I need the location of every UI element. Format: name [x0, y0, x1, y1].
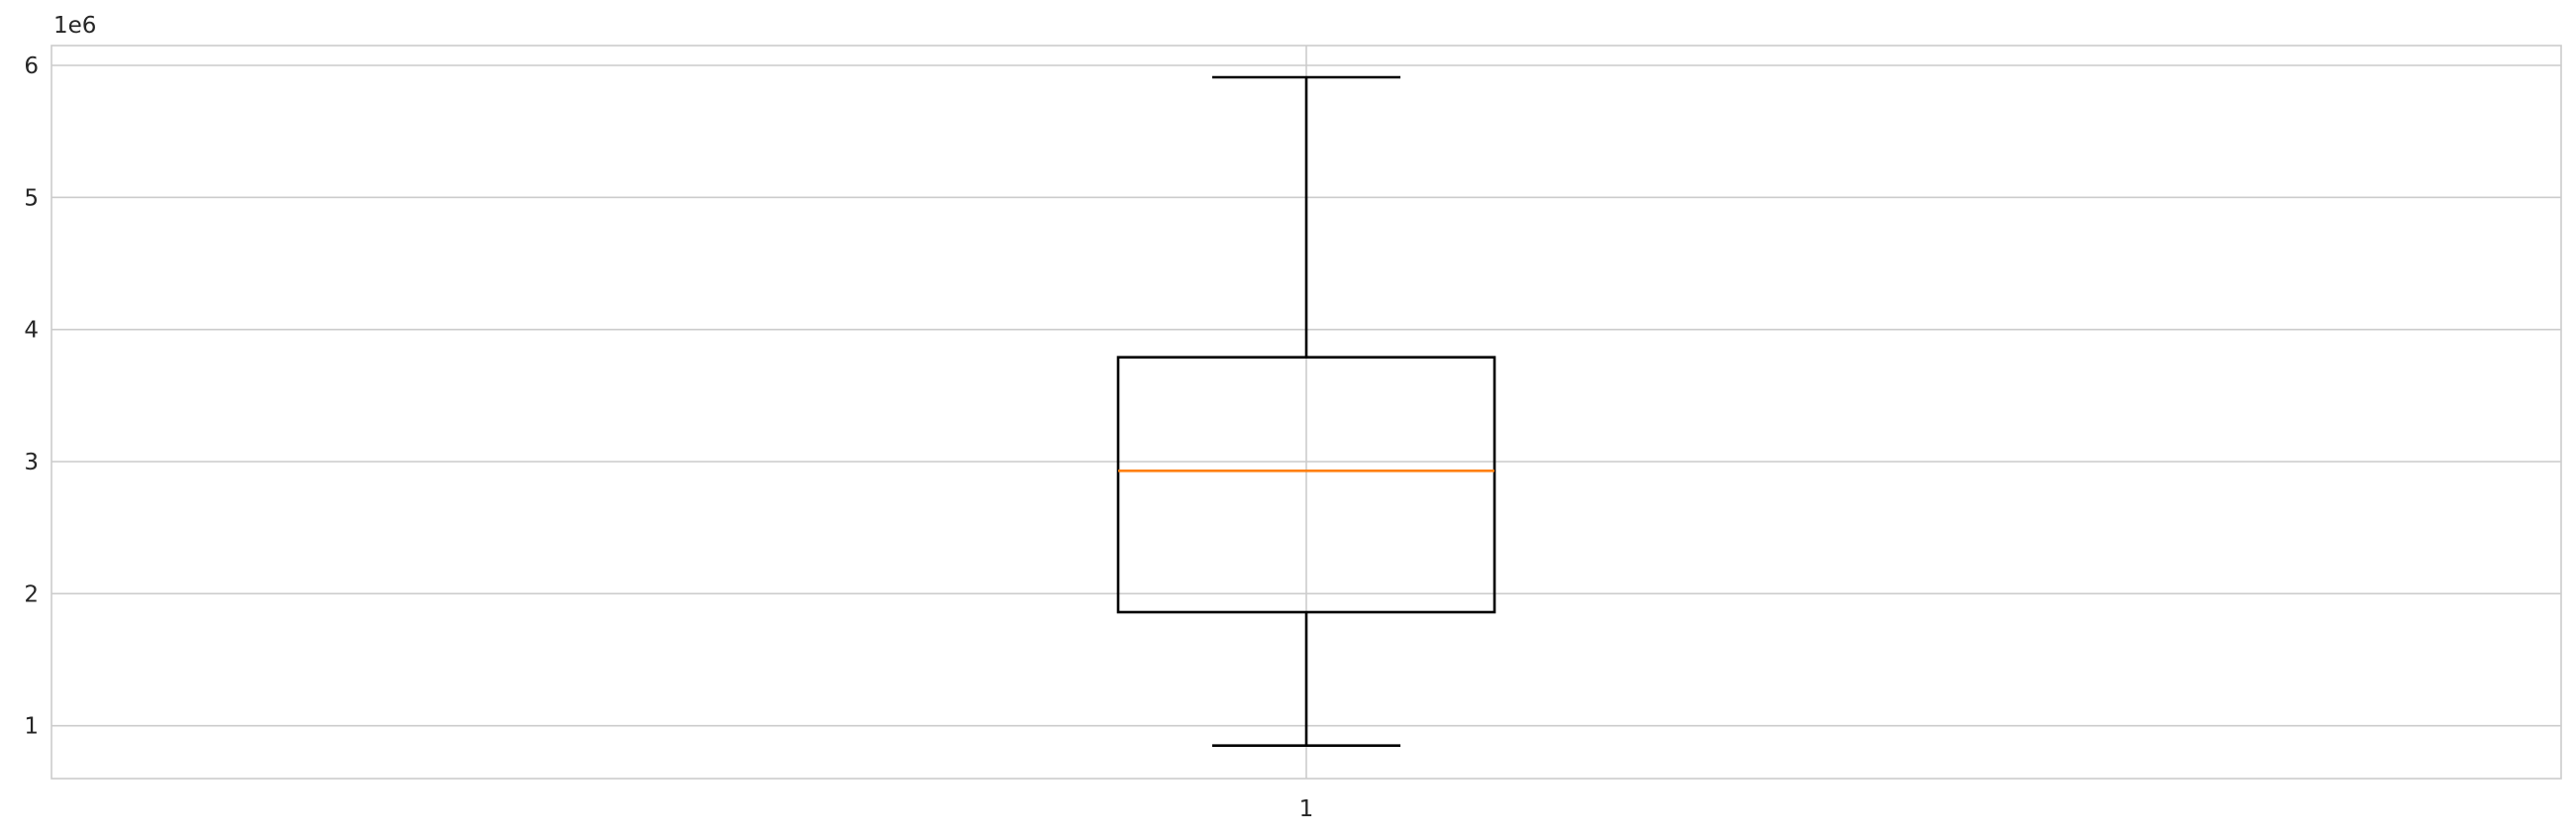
plot-frame	[51, 45, 2562, 780]
tick-labels: 1 2 3 4 5 6 1	[24, 53, 1313, 822]
x-tick-label-1: 1	[1299, 796, 1314, 822]
y-axis-offset-label: 1e6	[53, 13, 96, 39]
y-tick-label-5: 5	[24, 185, 39, 211]
box-layer	[1116, 75, 1496, 747]
y-tick-label-4: 4	[24, 318, 39, 344]
y-tick-label-3: 3	[24, 450, 39, 475]
y-tick-label-2: 2	[24, 581, 39, 607]
y-tick-label-1: 1	[24, 714, 39, 740]
y-tick-label-6: 6	[24, 53, 39, 79]
iqr-box	[1116, 356, 1496, 614]
